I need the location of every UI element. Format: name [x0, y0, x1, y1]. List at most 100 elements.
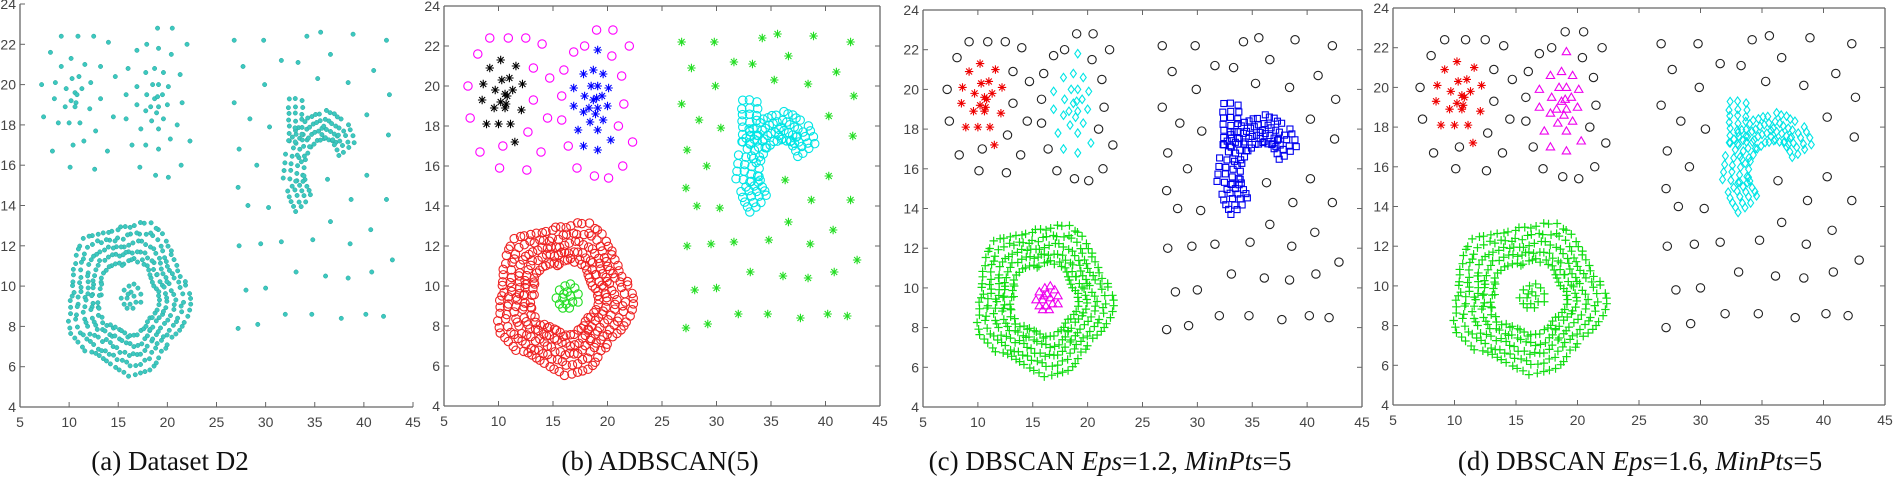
data-point-dot — [187, 291, 193, 297]
data-point-dot — [69, 293, 75, 299]
data-point-circle — [1822, 112, 1832, 122]
data-point-circle — [1439, 35, 1450, 45]
data-point-circle — [627, 305, 637, 315]
data-point-circle — [525, 297, 536, 308]
data-point-circle — [520, 298, 530, 308]
data-point-plus — [1587, 277, 1596, 287]
y-tick-label: 24 — [424, 0, 440, 14]
data-point-plus — [1529, 249, 1538, 258]
data-point-circle — [772, 136, 782, 146]
data-point-dot — [92, 166, 98, 172]
data-point-dot — [346, 122, 351, 128]
data-point-plus — [1551, 364, 1560, 373]
data-point-dot — [121, 287, 127, 293]
data-point-circle — [793, 124, 803, 134]
x-tick-label: 40 — [356, 414, 372, 430]
data-point-star — [584, 103, 594, 113]
data-point-circle — [1000, 37, 1011, 47]
data-point-circle — [525, 260, 536, 271]
data-point-plus — [1545, 354, 1554, 364]
data-point-dot — [82, 348, 88, 354]
data-point-dot — [292, 139, 298, 145]
data-point-circle — [1097, 74, 1107, 85]
data-point-plus — [1581, 273, 1591, 283]
data-point-dot — [153, 360, 159, 366]
data-point-circle — [616, 71, 627, 81]
data-point-circle — [1265, 54, 1275, 65]
data-point-circle — [1454, 142, 1465, 152]
data-point-dot — [335, 132, 341, 138]
data-point-dot — [323, 273, 329, 279]
data-point-circle — [1822, 171, 1832, 182]
data-point-circle — [1521, 92, 1531, 103]
data-point-dot — [165, 174, 171, 180]
data-point-star — [809, 31, 818, 41]
data-point-dot — [126, 258, 132, 264]
data-point-circle — [610, 299, 620, 310]
data-point-circle — [567, 360, 578, 370]
data-point-diamond — [1734, 207, 1742, 218]
data-point-plus — [1565, 242, 1574, 251]
data-point-plus — [1561, 236, 1570, 245]
data-point-circle — [742, 144, 753, 154]
data-point-star — [758, 33, 767, 43]
data-point-circle — [475, 147, 485, 157]
data-point-circle — [501, 258, 511, 269]
data-point-dot — [78, 289, 84, 295]
data-point-plus — [1571, 257, 1581, 266]
data-point-circle — [564, 238, 575, 248]
x-tick-label: 15 — [1025, 414, 1041, 430]
data-point-dot — [139, 341, 145, 347]
data-point-dot — [177, 72, 183, 77]
data-point-dot — [67, 325, 73, 331]
data-point-circle — [1002, 130, 1013, 140]
data-point-circle — [1534, 48, 1545, 59]
data-point-dot — [95, 238, 100, 244]
data-point-dot — [329, 121, 335, 127]
data-point-triangle — [1551, 103, 1562, 113]
data-point-dot — [138, 351, 143, 357]
data-point-circle — [497, 277, 508, 287]
data-point-dot — [89, 315, 95, 321]
data-point-circle — [473, 49, 483, 59]
data-point-circle — [737, 129, 748, 140]
data-point-star — [824, 171, 833, 181]
data-point-plus — [1530, 303, 1539, 312]
data-point-dot — [70, 272, 76, 278]
data-point-circle — [514, 271, 524, 281]
data-point-dot — [181, 319, 187, 325]
data-point-star — [702, 161, 711, 171]
data-point-dot — [94, 327, 100, 332]
data-point-circle — [589, 171, 600, 181]
data-point-triangle — [1561, 82, 1572, 91]
data-point-circle — [1715, 237, 1725, 247]
data-point-circle — [569, 247, 579, 257]
data-point-dot — [96, 293, 102, 298]
data-point-circle — [580, 253, 591, 263]
data-point-dot — [306, 187, 312, 193]
data-point-star — [482, 119, 491, 129]
data-point-dot — [310, 237, 316, 243]
data-point-plus — [1544, 260, 1553, 269]
data-point-dot — [160, 70, 166, 75]
data-point-diamond — [1721, 150, 1730, 162]
data-point-circle — [596, 345, 606, 356]
data-point-dot — [62, 104, 68, 110]
data-point-dot — [107, 361, 113, 367]
data-point-star — [1466, 87, 1475, 96]
data-point-circle — [497, 280, 508, 291]
data-point-dot — [147, 244, 153, 250]
data-point-circle — [1770, 271, 1781, 281]
data-point-dot — [49, 148, 55, 154]
data-point-dot — [103, 337, 109, 342]
data-point-circle — [1069, 173, 1080, 184]
data-point-dot — [106, 264, 112, 270]
data-point-star — [729, 57, 739, 67]
data-point-star — [603, 101, 612, 111]
data-point-circle — [608, 268, 618, 279]
data-point-dot — [114, 357, 120, 363]
y-tick-label: 12 — [1373, 238, 1389, 254]
data-point-dot — [143, 323, 149, 329]
data-point-dot — [58, 33, 64, 39]
data-point-plus — [1539, 358, 1549, 368]
